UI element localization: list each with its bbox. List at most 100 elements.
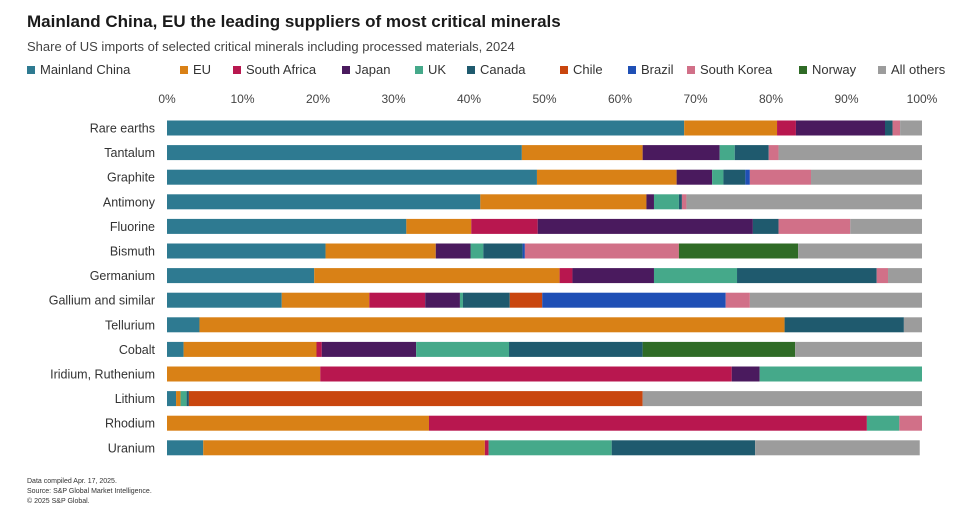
bar-segment	[903, 317, 922, 333]
bar-segment	[522, 243, 525, 259]
bar-segment	[180, 391, 187, 407]
bar-segment	[777, 120, 796, 136]
legend-swatch	[467, 65, 475, 74]
bar-segment	[483, 243, 523, 259]
bar-segment	[850, 218, 922, 234]
bar-segment	[406, 218, 472, 234]
bar-segment	[784, 317, 904, 333]
bar-segment	[731, 366, 760, 382]
bar-segment	[653, 194, 679, 210]
bar-segment	[681, 194, 687, 210]
bar-segment	[642, 341, 796, 357]
bar-segment	[435, 243, 471, 259]
bar-segment	[167, 145, 522, 161]
legend-item: EU	[180, 62, 211, 77]
x-tick-label: 70%	[683, 92, 707, 106]
footer-source: Source: S&P Global Market Intelligence.	[27, 488, 152, 495]
bar-segment	[734, 145, 769, 161]
bar-segment	[314, 268, 560, 284]
bar-segment	[778, 145, 922, 161]
bar-segment	[676, 169, 713, 185]
bar-segment	[723, 169, 746, 185]
bar-segment	[325, 243, 436, 259]
bar-segment	[521, 145, 643, 161]
bar-segment	[712, 169, 724, 185]
legend-label: South Korea	[700, 62, 773, 77]
bar-segment	[203, 440, 485, 456]
bar-segment	[167, 218, 407, 234]
category-label: Gallium and similar	[49, 294, 155, 308]
bar-segment	[183, 341, 317, 357]
bar-segment	[167, 415, 429, 431]
bar-segment	[885, 120, 893, 136]
bar-segment	[167, 169, 537, 185]
legend-item: Canada	[467, 62, 526, 77]
bar-segment	[484, 440, 489, 456]
x-tick-label: 30%	[381, 92, 405, 106]
legend-label: UK	[428, 62, 447, 77]
bar-segment	[428, 415, 867, 431]
bar-segment	[749, 292, 922, 308]
bar-segment	[167, 366, 321, 382]
bar-segment	[888, 268, 922, 284]
bar-segment	[167, 440, 204, 456]
bar-segment	[416, 341, 510, 357]
bar-segment	[471, 218, 538, 234]
chart-title: Mainland China, EU the leading suppliers…	[27, 12, 561, 31]
bar-segment	[795, 120, 886, 136]
legend-swatch	[180, 65, 188, 74]
x-tick-label: 10%	[230, 92, 254, 106]
legend-swatch	[415, 65, 423, 74]
bar-segment	[749, 169, 812, 185]
legend-swatch	[628, 65, 636, 74]
category-label: Iridium, Ruthenium	[50, 368, 155, 382]
bar-segment	[321, 341, 417, 357]
bar-segment	[678, 194, 682, 210]
bar-segment	[866, 415, 900, 431]
category-label: Tantalum	[104, 146, 155, 160]
bar-segment	[167, 292, 282, 308]
bar-segment	[176, 391, 181, 407]
bar-segment	[892, 120, 901, 136]
legend-swatch	[342, 65, 350, 74]
bar-segment	[167, 243, 326, 259]
legend-label: Canada	[480, 62, 526, 77]
legend-label: Norway	[812, 62, 857, 77]
bar-segment	[719, 145, 735, 161]
bar-segment	[899, 415, 922, 431]
category-label: Tellurium	[105, 318, 155, 332]
category-label: Bismuth	[110, 245, 155, 259]
category-label: Uranium	[108, 441, 155, 455]
bar-segment	[642, 391, 922, 407]
bar-segment	[778, 218, 851, 234]
bar-segment	[642, 145, 720, 161]
bar-segment	[542, 292, 726, 308]
bar-segment	[752, 218, 779, 234]
bar-segment	[188, 391, 643, 407]
legend-item: Chile	[560, 62, 603, 77]
bar-segment	[186, 391, 189, 407]
bar-segment	[798, 243, 922, 259]
legend-swatch	[233, 65, 241, 74]
bar-segment	[524, 243, 679, 259]
bar-segment	[509, 341, 643, 357]
category-label: Graphite	[107, 171, 155, 185]
bar-segment	[876, 268, 889, 284]
category-label: Antimony	[103, 195, 156, 209]
bar-segment	[281, 292, 370, 308]
x-tick-label: 90%	[834, 92, 858, 106]
legend-swatch	[799, 65, 807, 74]
legend-item: South Korea	[687, 62, 772, 77]
bar-segment	[559, 268, 573, 284]
bar-segment	[768, 145, 779, 161]
legend-item: All others	[878, 62, 945, 77]
legend-item: Japan	[342, 62, 390, 77]
chart-subtitle: Share of US imports of selected critical…	[27, 39, 515, 54]
bar-segment	[755, 440, 920, 456]
bar-segment	[737, 268, 877, 284]
footer-copyright: © 2025 S&P Global.	[27, 498, 90, 505]
bar-segment	[316, 341, 322, 357]
bar-segment	[167, 268, 315, 284]
bar-segment	[459, 292, 463, 308]
bar-segment	[199, 317, 785, 333]
